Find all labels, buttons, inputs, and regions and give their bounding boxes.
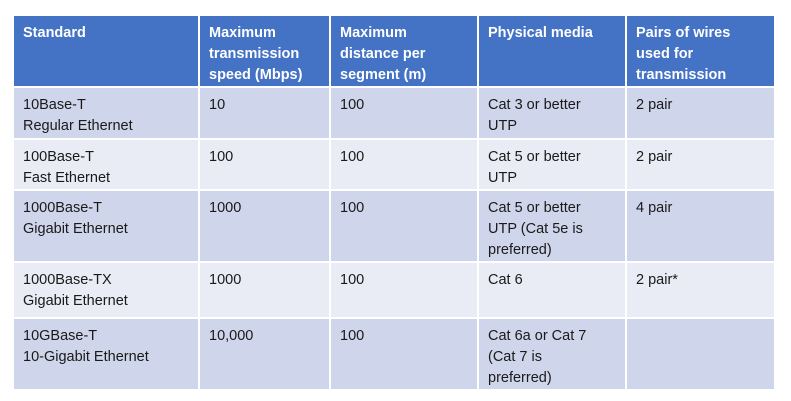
cell-media: Cat 6 — [477, 261, 627, 319]
cell-distance: 100 — [329, 261, 479, 319]
cell-media: Cat 6a or Cat 7 (Cat 7 is preferred) — [477, 317, 627, 391]
cell-pairs: 4 pair — [625, 189, 776, 263]
cell-standard: 1000Base-T Gigabit Ethernet — [12, 189, 200, 263]
cell-media: Cat 3 or better UTP — [477, 86, 627, 140]
cell-speed: 1000 — [198, 189, 331, 263]
header-max-speed: Maximum transmission speed (Mbps) — [198, 14, 331, 88]
cell-speed: 10 — [198, 86, 331, 140]
table-row: 1000Base-T Gigabit Ethernet 1000 100 Cat… — [12, 189, 776, 263]
cell-pairs: 2 pair — [625, 86, 776, 140]
cell-distance: 100 — [329, 317, 479, 391]
cell-distance: 100 — [329, 138, 479, 191]
table-row: 10Base-T Regular Ethernet 10 100 Cat 3 o… — [12, 86, 776, 140]
cell-speed: 1000 — [198, 261, 331, 319]
cell-standard: 10Base-T Regular Ethernet — [12, 86, 200, 140]
header-max-distance: Maximum distance per segment (m) — [329, 14, 479, 88]
header-wire-pairs: Pairs of wires used for transmission — [625, 14, 776, 88]
header-standard: Standard — [12, 14, 200, 88]
cell-distance: 100 — [329, 189, 479, 263]
cell-pairs — [625, 317, 776, 391]
table-row: 100Base-T Fast Ethernet 100 100 Cat 5 or… — [12, 138, 776, 191]
cell-media: Cat 5 or better UTP — [477, 138, 627, 191]
cell-media: Cat 5 or better UTP (Cat 5e is preferred… — [477, 189, 627, 263]
ethernet-standards-table: Standard Maximum transmission speed (Mbp… — [12, 14, 776, 391]
cell-speed: 10,000 — [198, 317, 331, 391]
table-row: 1000Base-TX Gigabit Ethernet 1000 100 Ca… — [12, 261, 776, 319]
cell-pairs: 2 pair* — [625, 261, 776, 319]
cell-standard: 1000Base-TX Gigabit Ethernet — [12, 261, 200, 319]
header-physical-media: Physical media — [477, 14, 627, 88]
cell-standard: 10GBase-T 10-Gigabit Ethernet — [12, 317, 200, 391]
cell-pairs: 2 pair — [625, 138, 776, 191]
table-row: 10GBase-T 10-Gigabit Ethernet 10,000 100… — [12, 317, 776, 391]
cell-speed: 100 — [198, 138, 331, 191]
header-row: Standard Maximum transmission speed (Mbp… — [12, 14, 776, 88]
cell-distance: 100 — [329, 86, 479, 140]
cell-standard: 100Base-T Fast Ethernet — [12, 138, 200, 191]
